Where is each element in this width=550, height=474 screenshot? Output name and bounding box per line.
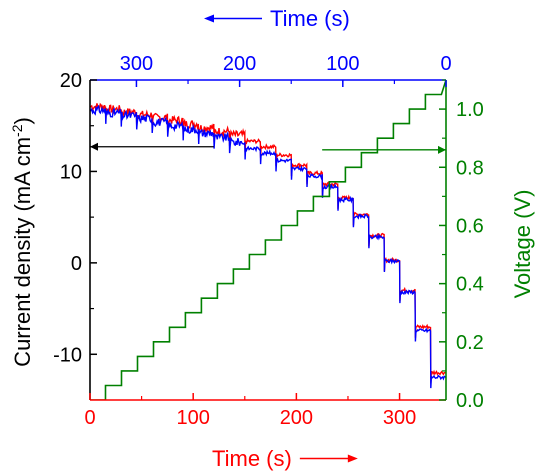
left-axis-title-main: Current density (mA cm: [10, 137, 35, 367]
bottom-direction-arrowhead: [347, 454, 358, 463]
bottom-tick-label: 300: [383, 407, 416, 429]
annotation-arrowhead-2: [438, 145, 446, 154]
right-tick-label: 0.2: [456, 332, 484, 354]
left-axis-title-close: ): [10, 117, 35, 124]
top-tick-label: 200: [223, 53, 256, 75]
right-tick-label: 0.8: [456, 157, 484, 179]
left-tick-label: 0: [71, 253, 82, 275]
left-tick-label: 20: [60, 70, 82, 92]
right-tick-label: 0.0: [456, 390, 484, 412]
bottom-axis-title: Time (s): [212, 446, 292, 471]
forward-current-line: [90, 102, 446, 384]
reverse-current-line: [90, 104, 446, 389]
top-axis-title: Time (s): [270, 6, 350, 31]
right-tick-label: 0.6: [456, 215, 484, 237]
axes-layer: 0 100 200 300 300 200 100 0 -10 0 10 20 0.0 0.2 0.4 0.6…: [53, 14, 484, 463]
data-layer: [90, 80, 446, 400]
left-tick-label: 10: [60, 161, 82, 183]
left-axis-title: Current density (mA cm-2): [9, 117, 35, 367]
right-tick-label: 1.0: [456, 99, 484, 121]
left-tick-label: -10: [53, 344, 82, 366]
right-tick-label: 0.4: [456, 274, 484, 296]
top-tick-label: 0: [440, 53, 451, 75]
top-tick-label: 100: [326, 53, 359, 75]
bottom-tick-label: 200: [280, 407, 313, 429]
top-tick-label: 300: [120, 53, 153, 75]
right-axis-title: Voltage (V): [510, 190, 535, 299]
annotation-arrowhead-1: [90, 142, 98, 151]
voltage-staircase-line: [90, 80, 446, 400]
bottom-tick-label: 100: [177, 407, 210, 429]
bottom-tick-label: 0: [84, 407, 95, 429]
left-axis-title-sup: -2: [9, 124, 25, 137]
top-direction-arrowhead: [204, 14, 214, 23]
